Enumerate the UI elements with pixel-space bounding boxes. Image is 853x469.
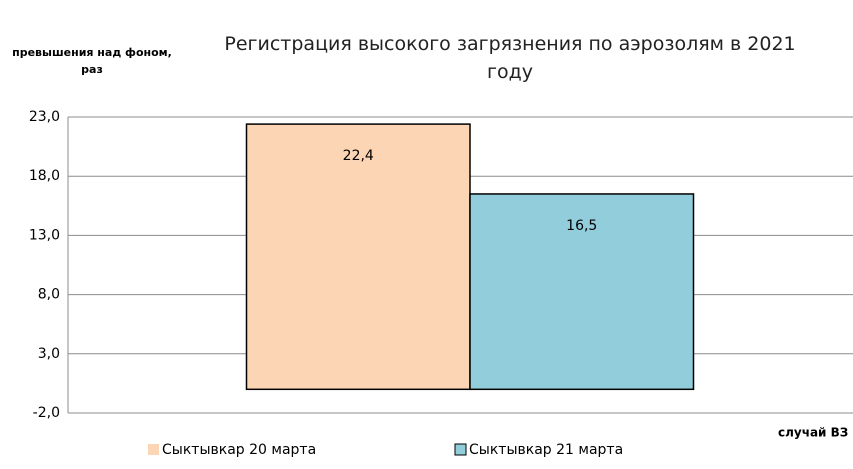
x-axis-label: случай ВЗ — [778, 426, 848, 440]
y-axis-label: превышения над фоном, раз — [12, 46, 172, 76]
bar — [245, 123, 471, 391]
data-label: 16,5 — [566, 218, 597, 234]
y-tick-label: 3,0 — [38, 346, 60, 362]
legend-label: Сыктывкар 20 марта — [162, 442, 316, 458]
bar — [469, 193, 695, 391]
y-tick-label: 8,0 — [38, 287, 60, 303]
y-tick-label: 13,0 — [29, 227, 60, 243]
chart-title: Регистрация высокого загрязнения по аэро… — [224, 33, 796, 83]
y-tick-label: -2,0 — [33, 405, 60, 421]
data-label: 22,4 — [343, 148, 374, 164]
legend-swatch — [454, 443, 467, 456]
y-tick-label: 18,0 — [29, 168, 60, 184]
y-tick-label: 23,0 — [29, 109, 60, 125]
legend-label: Сыктывкар 21 марта — [469, 442, 623, 458]
legend-swatch — [148, 444, 159, 455]
